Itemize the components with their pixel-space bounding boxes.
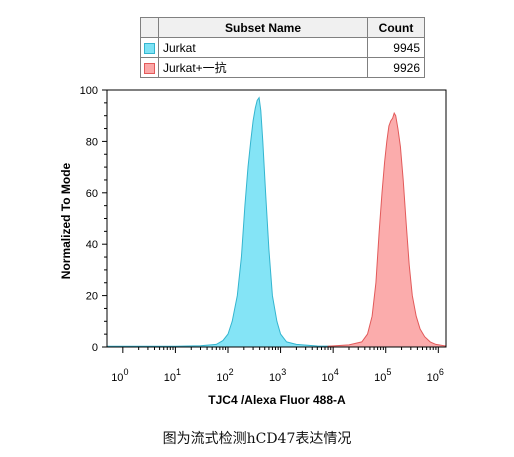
histogram-chart: 0 20 40 60 80 100 100 101 102 103 104 105 106 Normal… (59, 85, 447, 407)
series-area-1 (327, 111, 447, 348)
x-tick-label: 104 (322, 367, 339, 384)
y-tick-label: 80 (86, 136, 98, 148)
legend-swatch-jurkat-antibody (144, 62, 155, 74)
x-tick-label: 100 (111, 367, 128, 384)
y-tick-label: 0 (92, 342, 98, 354)
x-tick-label: 105 (374, 367, 391, 384)
plot-layer: 0 20 40 60 80 100 100 101 102 103 104 105 106 (80, 85, 447, 384)
series-area-0 (106, 96, 447, 348)
x-tick-label: 101 (164, 367, 181, 384)
legend-swatch-jurkat (144, 42, 155, 54)
legend-swatch-cell-jurkat-antibody (140, 57, 159, 78)
legend-table: Subset Name Count Jurkat 9945 Jurkat+一抗 … (140, 17, 425, 78)
y-tick-label: 60 (86, 188, 98, 200)
x-tick-label: 102 (216, 367, 233, 384)
x-tick-label: 103 (269, 367, 286, 384)
x-axis-label: TJC4 /Alexa Fluor 488-A (208, 393, 346, 407)
legend-header-subset: Subset Name (158, 17, 368, 38)
legend-name-jurkat-antibody: Jurkat+一抗 (158, 57, 368, 78)
y-tick-label: 20 (86, 291, 98, 303)
figure-caption: 图为流式检测hCD47表达情况 (162, 431, 352, 447)
y-tick-label: 100 (80, 85, 98, 97)
legend-row-jurkat-antibody[interactable]: Jurkat+一抗 9926 (140, 57, 425, 78)
y-axis-label: Normalized To Mode (59, 162, 73, 279)
x-tick-label: 106 (427, 367, 444, 384)
legend-count-jurkat-antibody: 9926 (367, 57, 425, 78)
y-tick-label: 40 (86, 239, 98, 251)
